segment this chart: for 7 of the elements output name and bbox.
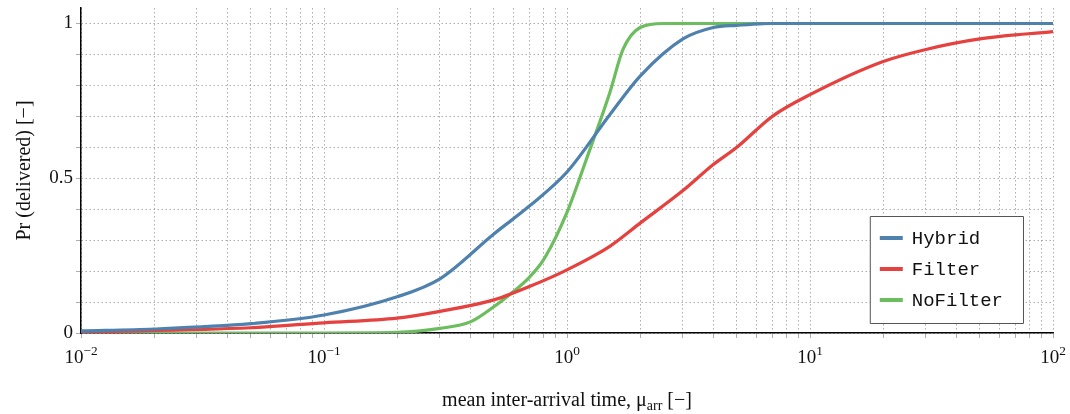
legend-label: Hybrid <box>911 228 981 251</box>
y-tick-label: 0 <box>63 320 73 342</box>
y-tick-label: 0.5 <box>49 166 73 188</box>
legend-label: NoFilter <box>911 290 1003 313</box>
legend-label: Filter <box>911 259 981 282</box>
y-tick-label: 1 <box>63 11 73 33</box>
y-axis-title: Pr (delivered) [−] <box>12 100 35 241</box>
